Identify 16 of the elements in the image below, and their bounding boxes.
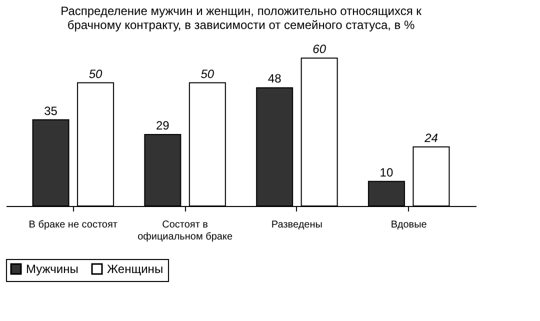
legend-label: Мужчины	[26, 262, 78, 276]
data-label: 60	[312, 42, 326, 56]
data-label: 50	[200, 66, 214, 81]
data-label: 29	[156, 118, 170, 133]
data-label: 10	[380, 165, 394, 180]
x-tick-label: Состоят в официальном браке	[138, 220, 233, 242]
text: Распределение мужчин и женщин, положительно относящихся к	[60, 4, 422, 18]
data-label: 50	[88, 66, 103, 81]
data-label: 24	[424, 130, 438, 145]
x-tick-label: Вдовые	[390, 220, 428, 230]
data-label: 48	[268, 72, 282, 86]
data-label: 35	[44, 104, 58, 118]
x-tick-label: В браке не состоят	[28, 220, 118, 230]
legend-label: Женщины	[107, 262, 164, 276]
x-tick-label: Разведены	[271, 220, 322, 230]
text: брачному контракту, в зависимости от семейного статуса, в %	[67, 18, 415, 32]
